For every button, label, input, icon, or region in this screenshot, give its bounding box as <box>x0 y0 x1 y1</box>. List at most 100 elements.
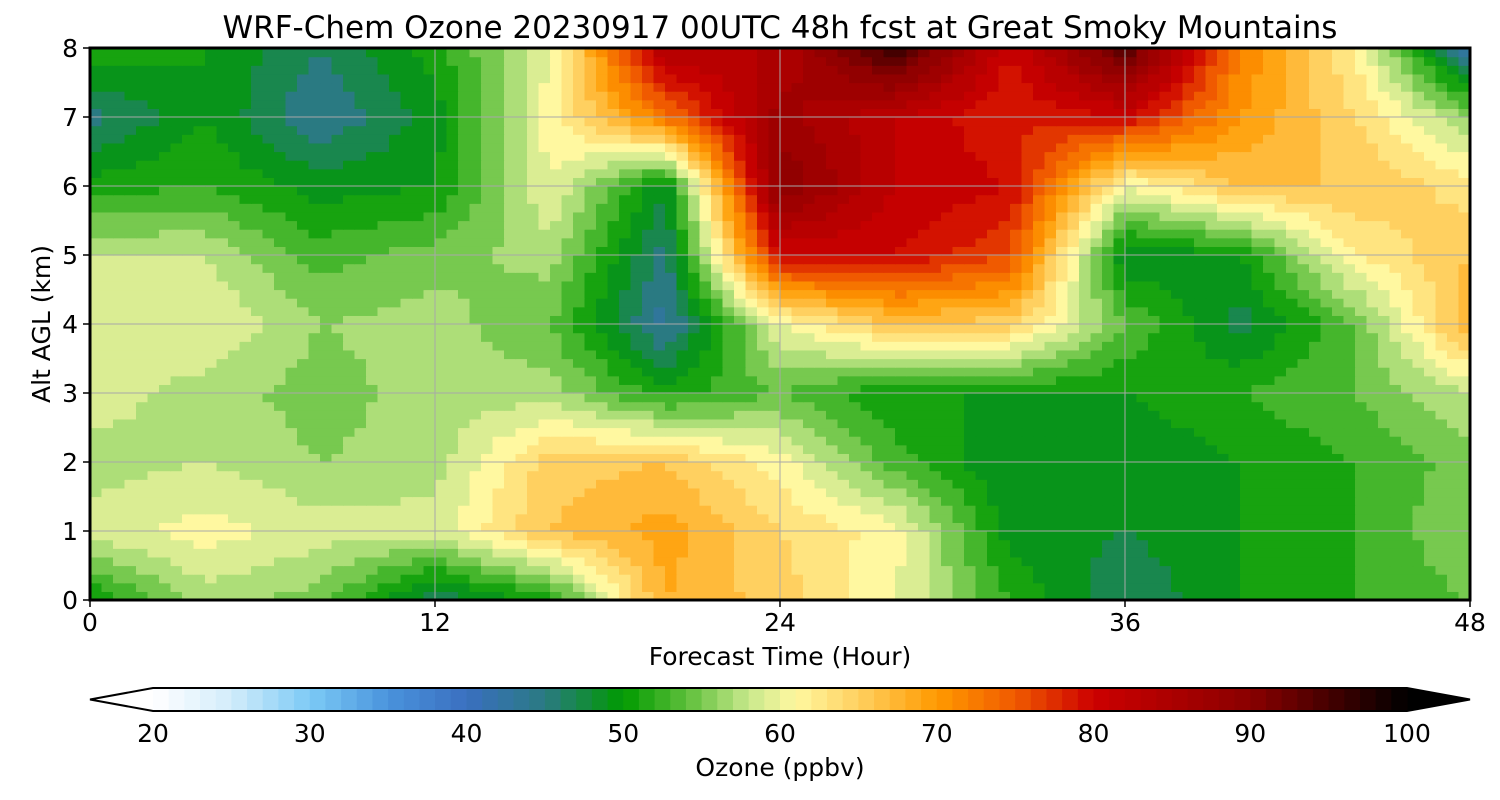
ozone-cell <box>791 574 804 584</box>
ozone-cell <box>883 487 896 498</box>
ozone-cell <box>159 280 172 291</box>
ozone-cell <box>1366 496 1379 506</box>
ozone-cell <box>1274 367 1287 377</box>
ozone-cell <box>619 496 632 506</box>
ozone-cell <box>791 341 804 351</box>
ozone-cell <box>251 263 264 273</box>
ozone-cell <box>389 280 402 291</box>
ozone-cell <box>1274 548 1287 558</box>
ozone-cell <box>1159 539 1172 549</box>
ozone-cell <box>458 358 471 368</box>
ozone-cell <box>147 358 160 368</box>
ozone-cell <box>1044 349 1057 360</box>
ozone-cell <box>1182 487 1195 498</box>
ozone-cell <box>1332 306 1345 316</box>
ozone-cell <box>1228 444 1241 454</box>
ozone-cell <box>734 556 747 567</box>
ozone-cell <box>423 255 436 265</box>
ozone-cell <box>377 324 390 334</box>
ozone-cell <box>538 462 551 472</box>
ozone-cell <box>193 280 206 291</box>
ozone-cell <box>274 341 287 351</box>
ozone-cell <box>446 574 459 584</box>
ozone-cell <box>941 582 954 592</box>
ozone-cell <box>860 289 873 299</box>
ozone-cell <box>1366 487 1379 498</box>
ozone-cell <box>596 565 609 575</box>
ozone-cell <box>619 306 632 316</box>
ozone-cell <box>699 332 712 342</box>
ozone-cell <box>975 410 988 420</box>
ozone-cell <box>492 556 505 567</box>
ozone-cell <box>550 556 563 567</box>
ozone-cell <box>1401 384 1414 394</box>
ozone-cell <box>1251 272 1264 282</box>
ozone-cell <box>745 505 758 515</box>
ozone-cell <box>768 548 781 558</box>
ozone-cell <box>274 556 287 567</box>
ozone-cell <box>814 539 827 549</box>
ozone-cell <box>1113 263 1126 273</box>
ozone-cell <box>1228 272 1241 282</box>
ozone-cell <box>1389 548 1402 558</box>
ozone-cell <box>918 358 931 368</box>
ozone-cell <box>1102 574 1115 584</box>
ozone-cell <box>1228 315 1241 325</box>
ozone-cell <box>504 393 517 403</box>
ozone-cell <box>1297 505 1310 515</box>
ozone-cell <box>929 479 942 489</box>
ozone-cell <box>101 531 114 541</box>
ozone-cell <box>1010 453 1023 463</box>
ozone-cell <box>435 246 448 256</box>
ozone-cell <box>1447 384 1460 394</box>
ozone-cell <box>975 591 988 601</box>
ozone-cell <box>320 332 333 342</box>
ozone-cell <box>814 427 827 437</box>
ozone-cell <box>676 574 689 584</box>
ozone-cell <box>389 315 402 325</box>
ozone-cell <box>573 574 586 584</box>
ozone-cell <box>711 349 724 360</box>
ozone-cell <box>883 349 896 360</box>
ozone-cell <box>665 453 678 463</box>
ozone-cell <box>228 237 241 247</box>
ozone-cell <box>308 315 321 325</box>
ozone-cell <box>1205 393 1218 403</box>
ozone-cell <box>745 531 758 541</box>
ozone-cell <box>1159 479 1172 489</box>
ozone-cell <box>193 289 206 299</box>
ozone-cell <box>895 384 908 394</box>
ozone-cell <box>1263 487 1276 498</box>
ozone-cell <box>1056 591 1069 601</box>
ozone-cell <box>1021 341 1034 351</box>
ozone-cell <box>366 574 379 584</box>
ozone-cell <box>987 427 1000 437</box>
ozone-cell <box>745 410 758 420</box>
ozone-cell <box>1309 505 1322 515</box>
ozone-cell <box>377 255 390 265</box>
ozone-cell <box>435 565 448 575</box>
ozone-cell <box>791 582 804 592</box>
ozone-cell <box>297 574 310 584</box>
ozone-cell <box>1067 358 1080 368</box>
ozone-cell <box>1205 418 1218 429</box>
ozone-cell <box>849 324 862 334</box>
ozone-cell <box>527 263 540 273</box>
ozone-cell <box>366 496 379 506</box>
ozone-cell <box>1090 349 1103 360</box>
ozone-cell <box>688 315 701 325</box>
ozone-cell <box>481 531 494 541</box>
ozone-cell <box>1217 513 1230 523</box>
ozone-cell <box>538 332 551 342</box>
ozone-cell <box>1102 341 1115 351</box>
ozone-cell <box>860 582 873 592</box>
ozone-cell <box>1309 367 1322 377</box>
ozone-cell <box>837 591 850 601</box>
ozone-cell <box>1263 539 1276 549</box>
ozone-cell <box>1217 384 1230 394</box>
ozone-cell <box>642 341 655 351</box>
ozone-cell <box>412 332 425 342</box>
ozone-cell <box>412 436 425 446</box>
ozone-cell <box>860 418 873 429</box>
ozone-cell <box>929 548 942 558</box>
